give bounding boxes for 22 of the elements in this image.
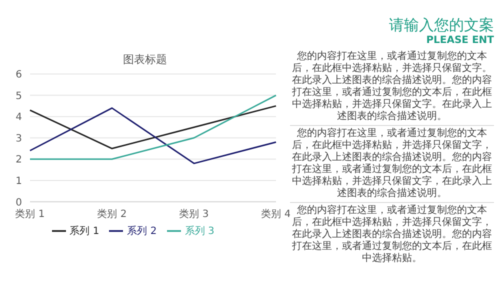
line-series (29, 105, 277, 150)
x-tick-label: 类别 3 (179, 208, 209, 220)
x-tick-label: 类别 4 (261, 208, 291, 220)
legend-label: 系列 3 (184, 226, 214, 237)
y-tick-label: 5 (16, 90, 22, 102)
chart-title: 图表标题 (122, 52, 168, 67)
legend-label: 系列 1 (70, 226, 100, 237)
text: PLEASE ENT (425, 35, 494, 47)
y-tick-label: 1 (16, 176, 22, 187)
y-tick-label: 6 (16, 70, 22, 81)
text: 您的内容打在这里，或者通过复制您的文本后，在此框中选择粘贴，并选择只保留文字，在此录入上述图表的综合描述说明。您的内容打在这里，或者通过复制您的文本后，在此框中选择粘贴。 (290, 202, 494, 265)
text: 您的内容打在这里，或者通过复制您的文本后，在此框中选择粘贴，并选择只保留文字，在此录入上述图表的综合描述说明。您的内容打在这里，或者通过复制您的文本后，在此框中选择粘贴，并选择只保留文字，在此录入上述图表的综合描述说明。 (290, 125, 494, 200)
line-series (29, 107, 277, 164)
y-tick-label: 2 (16, 154, 22, 166)
text: 请输入您的文案 (388, 16, 494, 35)
y-tick-label: 4 (16, 112, 22, 124)
legend-label: 系列 2 (127, 226, 157, 237)
y-tick-label: 3 (16, 133, 22, 144)
x-tick-label: 类别 2 (97, 208, 127, 220)
text: 您的内容打在这里，或者通过复制您的文本后，在此框中选择粘贴，并选择只保留文字。在此录入上述图表的综合描述说明。您的内容打在这里，或者通过复制您的文本后，在此框中选择粘贴，并选择只保留文字。在此录入上述图表的综合描述说明。 (291, 51, 493, 123)
x-tick-label: 类别 1 (15, 208, 45, 220)
y-tick-label: 0 (16, 197, 22, 208)
